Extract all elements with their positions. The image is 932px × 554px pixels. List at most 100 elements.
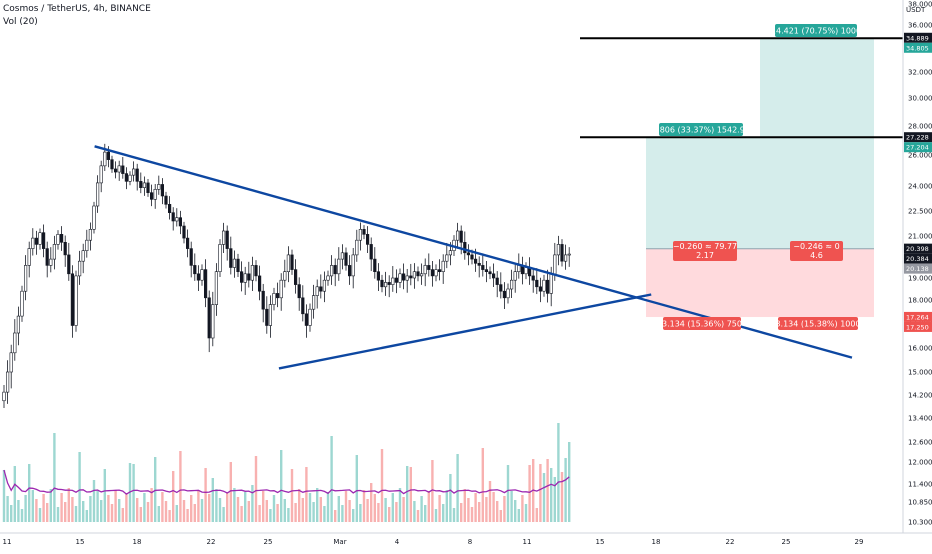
volume-indicator-title: Vol (20)	[3, 17, 38, 27]
volume-bar	[236, 497, 240, 522]
candle-body	[333, 265, 337, 275]
volume-bar	[2, 470, 6, 522]
volume-bar	[78, 452, 81, 522]
price-label: 34.805	[906, 44, 929, 52]
candle-body	[437, 269, 442, 273]
volume-bar	[53, 433, 56, 522]
candle-body	[106, 151, 110, 160]
candle-body	[92, 205, 96, 230]
candle-body	[419, 273, 424, 277]
volume-bar	[420, 496, 423, 522]
candle-body	[405, 275, 409, 281]
candle-body	[157, 184, 161, 190]
long-target-label: 6.806 (33.37%) 1542.91	[652, 126, 750, 135]
volume-bar	[125, 494, 128, 522]
candle-body	[427, 265, 431, 270]
volume-bar	[485, 497, 488, 522]
candle-body	[114, 168, 118, 173]
volume-bar	[528, 465, 531, 522]
time-tick: 18	[133, 538, 142, 546]
volume-bar	[355, 455, 358, 522]
candle-body	[96, 182, 100, 207]
volume-bar	[254, 456, 258, 522]
price-tick: 24.000	[908, 183, 932, 191]
volume-bar	[38, 508, 42, 522]
price-tick: 22.500	[908, 208, 932, 216]
candle-body	[168, 204, 172, 213]
volume-bar	[226, 493, 229, 522]
price-tick: 18.000	[908, 297, 932, 305]
volume-bar	[492, 492, 495, 522]
price-tick: 10.850	[908, 499, 932, 507]
volume-bar	[370, 483, 373, 522]
volume-bar	[110, 504, 114, 522]
candle-body	[85, 239, 89, 251]
volume-bar	[64, 502, 67, 522]
volume-bar	[488, 481, 492, 522]
time-tick: 11	[3, 538, 12, 546]
price-label: 34.889	[906, 34, 929, 42]
candle-body	[297, 284, 301, 299]
time-tick: 25	[264, 538, 273, 546]
candle-body	[254, 265, 258, 277]
candle-body	[243, 273, 247, 283]
volume-bar	[503, 496, 506, 522]
volume-bar	[146, 502, 150, 522]
price-tick: 12.600	[908, 439, 932, 447]
volume-bar	[280, 450, 283, 522]
volume-bar	[312, 502, 315, 522]
volume-bar	[442, 504, 445, 522]
candle-body	[74, 275, 78, 326]
price-tick: 12.000	[908, 459, 932, 467]
volume-bar	[546, 459, 549, 522]
time-tick: 11	[523, 538, 532, 546]
volume-bar	[373, 494, 376, 522]
candle-body	[9, 352, 13, 373]
volume-bar	[56, 507, 60, 522]
volume-bar	[377, 503, 380, 522]
volume-bar	[13, 466, 16, 522]
candle-body	[355, 239, 359, 256]
volume-bar	[395, 502, 398, 522]
volume-bar	[17, 500, 20, 522]
volume-bar	[82, 501, 85, 522]
volume-bar	[550, 468, 553, 522]
candle-body	[16, 315, 21, 334]
candle-body	[502, 290, 507, 299]
volume-bar	[244, 492, 247, 522]
volume-bar	[211, 478, 214, 522]
volume-bar	[157, 506, 160, 522]
candle-body	[59, 234, 64, 243]
candle-body	[56, 234, 60, 245]
volume-bar	[424, 505, 427, 522]
time-tick: 22	[207, 538, 216, 546]
candle-body	[6, 371, 10, 393]
time-tick: Mar	[333, 538, 346, 546]
candle-body	[207, 297, 211, 339]
volume-bar	[445, 490, 448, 522]
volume-bar	[413, 501, 416, 522]
long-target-label-box	[659, 123, 743, 136]
volume-bar	[416, 510, 420, 522]
candle-body	[247, 273, 251, 281]
short-target-label-box	[775, 24, 857, 37]
volume-bar	[305, 467, 308, 522]
volume-bar	[557, 423, 560, 522]
candle-body	[517, 265, 521, 272]
candle-body	[491, 273, 496, 279]
candle-body	[236, 258, 240, 273]
candle-body	[293, 269, 298, 285]
candle-body	[175, 217, 179, 222]
volume-bar	[179, 451, 182, 522]
short-stop-label: 3.134 (15.38%) 1000	[775, 320, 860, 329]
candle-body	[545, 279, 550, 294]
volume-bar	[402, 497, 405, 522]
volume-bar	[452, 508, 456, 522]
volume-bar	[553, 477, 556, 522]
volume-bar	[150, 488, 153, 522]
candle-body	[304, 313, 309, 326]
volume-bar	[74, 506, 78, 522]
candle-body	[383, 282, 388, 288]
